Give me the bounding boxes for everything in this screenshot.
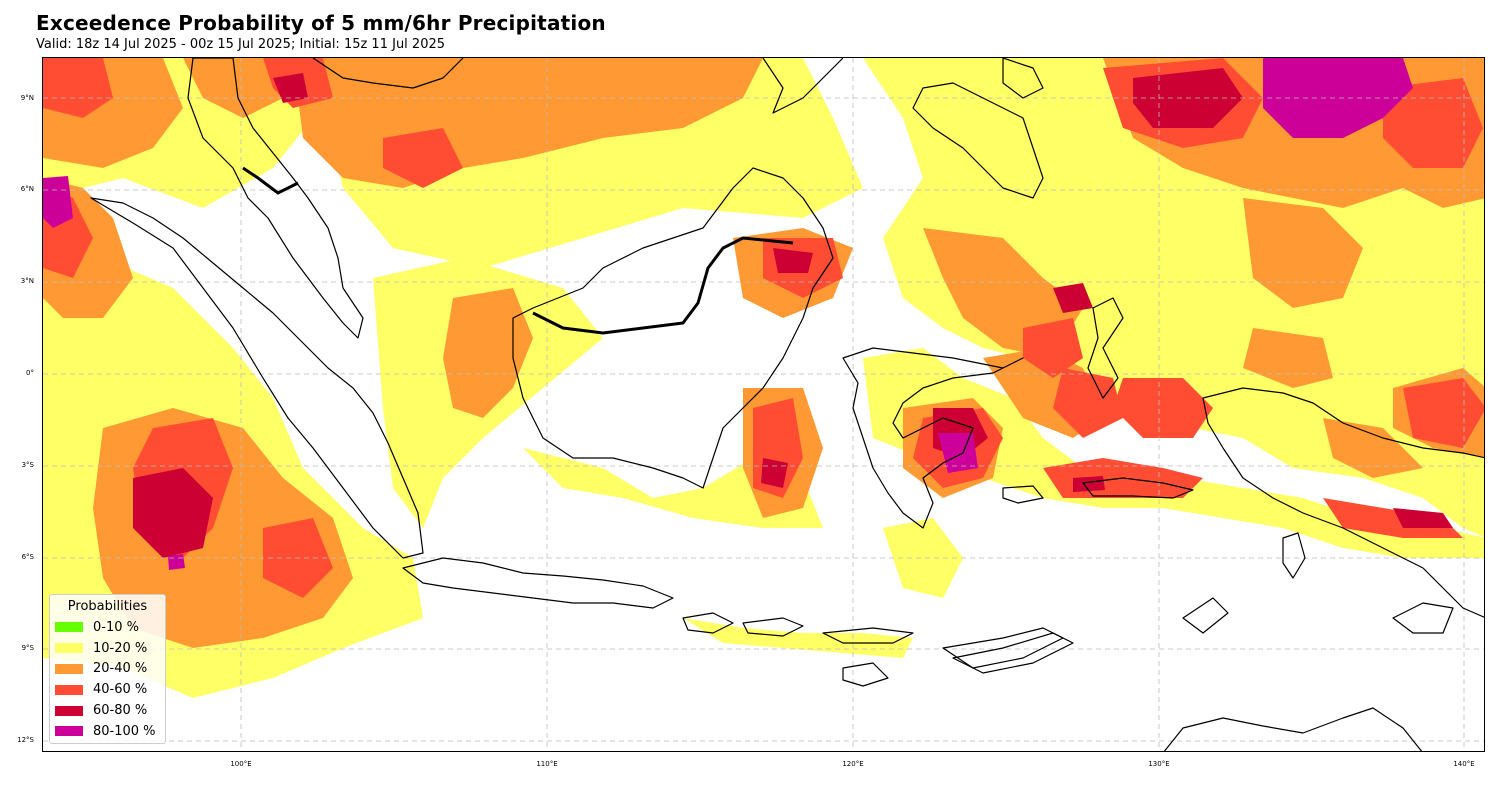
legend-swatch (55, 726, 83, 737)
legend: Probabilities 0-10 % 10-20 % 20-40 % 40-… (49, 594, 166, 744)
legend-label: 0-10 % (93, 619, 139, 635)
legend-label: 20-40 % (93, 661, 148, 677)
legend-item-0-10: 0-10 % (50, 617, 165, 638)
legend-item-10-20: 10-20 % (50, 638, 165, 659)
legend-label: 10-20 % (93, 640, 148, 656)
lat-label-3s: 3°S (21, 461, 34, 469)
legend-swatch (55, 622, 83, 633)
legend-label: 60-80 % (93, 703, 148, 719)
lon-label-140e: 140°E (1453, 760, 1475, 768)
lat-label-9s: 9°S (21, 644, 34, 652)
legend-item-60-80: 60-80 % (50, 700, 165, 721)
legend-label: 40-60 % (93, 682, 148, 698)
legend-item-80-100: 80-100 % (50, 721, 165, 742)
legend-item-40-60: 40-60 % (50, 679, 165, 700)
borneo-border (242, 166, 794, 335)
chart-subtitle: Valid: 18z 14 Jul 2025 - 00z 15 Jul 2025… (36, 37, 446, 52)
legend-item-20-40: 20-40 % (50, 659, 165, 680)
lat-label-12s: 12°S (17, 736, 34, 744)
chart-title: Exceedence Probability of 5 mm/6hr Preci… (36, 11, 606, 35)
lon-label-110e: 110°E (536, 760, 558, 768)
legend-label: 80-100 % (93, 723, 156, 739)
legend-title: Probabilities (67, 599, 148, 614)
lat-label-0: 0° (26, 369, 34, 377)
lat-label-3n: 3°N (20, 277, 34, 285)
legend-swatch (55, 643, 83, 654)
lat-label-9n: 9°N (20, 94, 34, 102)
probability-fields (43, 58, 1484, 698)
map-canvas (43, 58, 1484, 751)
lon-label-100e: 100°E (230, 760, 252, 768)
coastlines (90, 58, 1484, 751)
graticule (43, 58, 1484, 751)
lat-label-6n: 6°N (20, 185, 34, 193)
map-panel[interactable] (42, 57, 1485, 752)
lat-label-6s: 6°S (21, 553, 34, 561)
legend-swatch (55, 684, 83, 695)
prob-80-100-areas (43, 58, 1413, 570)
lon-label-130e: 130°E (1148, 760, 1170, 768)
lon-label-120e: 120°E (842, 760, 864, 768)
legend-swatch (55, 705, 83, 716)
legend-swatch (55, 663, 83, 674)
